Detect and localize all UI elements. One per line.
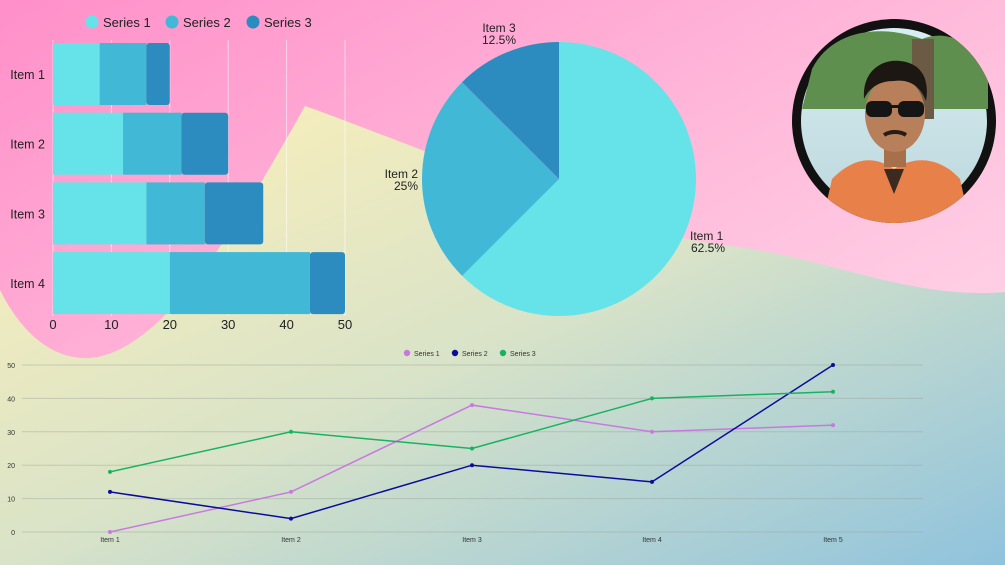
- legend-label: Series 3: [264, 15, 312, 30]
- x-tick-label: 40: [279, 317, 293, 332]
- legend-swatch: [499, 349, 507, 357]
- data-point: [470, 463, 474, 468]
- pie-value-label: 25%: [394, 179, 418, 193]
- x-tick-label: Item 3: [462, 537, 482, 544]
- bar-segment: [146, 182, 205, 245]
- y-category-label: Item 1: [10, 68, 45, 82]
- legend-swatch: [246, 15, 260, 29]
- x-tick-label: 10: [104, 317, 118, 332]
- pie-label: Item 3: [482, 21, 516, 35]
- data-point: [650, 429, 654, 434]
- pie-slice: [462, 42, 559, 179]
- x-tick-label: 30: [221, 317, 235, 332]
- series-line: [109, 404, 834, 533]
- y-tick-label: 30: [7, 430, 15, 437]
- pie-value-label: 62.5%: [691, 241, 725, 255]
- legend-swatch: [165, 15, 179, 29]
- data-point: [289, 489, 293, 494]
- x-tick-label: Item 5: [823, 537, 843, 544]
- bar-segment: [53, 43, 100, 105]
- y-tick-label: 0: [11, 530, 15, 537]
- bar-segment: [53, 112, 124, 175]
- pie-value-label: 12.5%: [482, 33, 516, 47]
- data-point: [470, 446, 474, 451]
- bar-segment: [169, 252, 310, 315]
- legend-swatch: [451, 349, 459, 357]
- pie-label: Item 2: [385, 167, 419, 181]
- bar-segment: [53, 252, 170, 315]
- x-tick-label: Item 4: [642, 537, 662, 544]
- pie-slice: [421, 82, 559, 276]
- bar-segment: [204, 182, 264, 245]
- bar-segment: [99, 43, 147, 105]
- y-tick-label: 20: [7, 463, 15, 470]
- legend-swatch: [403, 349, 411, 357]
- x-tick-label: Item 1: [100, 537, 120, 544]
- legend-label: Series 1: [414, 351, 440, 358]
- data-point: [108, 489, 112, 494]
- bar-segment: [123, 112, 182, 175]
- data-point: [831, 363, 835, 367]
- data-point: [650, 396, 654, 401]
- legend-label: Series 1: [103, 15, 151, 30]
- x-tick-label: 20: [163, 317, 177, 332]
- bar-segment: [146, 43, 170, 105]
- series-line: [109, 364, 834, 520]
- bar-segment: [309, 252, 345, 315]
- avatar: [792, 19, 996, 223]
- x-tick-label: 0: [49, 317, 56, 332]
- y-tick-label: 50: [7, 363, 15, 370]
- data-point: [650, 479, 654, 484]
- pie-slice: [462, 42, 696, 316]
- legend-label: Series 3: [510, 351, 536, 358]
- y-category-label: Item 4: [10, 277, 45, 291]
- pie-label: Item 1: [690, 229, 724, 243]
- data-point: [289, 516, 293, 521]
- data-point: [108, 469, 112, 474]
- data-point: [470, 403, 474, 408]
- x-tick-label: Item 2: [281, 537, 301, 544]
- bar-segment: [53, 182, 147, 245]
- legend-label: Series 2: [462, 351, 488, 358]
- x-tick-label: 50: [338, 317, 352, 332]
- data-point: [831, 389, 835, 394]
- data-point: [289, 429, 293, 434]
- legend-swatch: [85, 15, 99, 29]
- legend-label: Series 2: [183, 15, 231, 30]
- y-category-label: Item 2: [10, 138, 45, 152]
- data-point: [108, 530, 112, 534]
- bar-segment: [181, 112, 229, 175]
- y-category-label: Item 3: [10, 207, 45, 221]
- person-photo-icon: [801, 28, 988, 223]
- y-tick-label: 10: [7, 497, 15, 504]
- data-point: [831, 423, 835, 428]
- y-tick-label: 40: [7, 396, 15, 403]
